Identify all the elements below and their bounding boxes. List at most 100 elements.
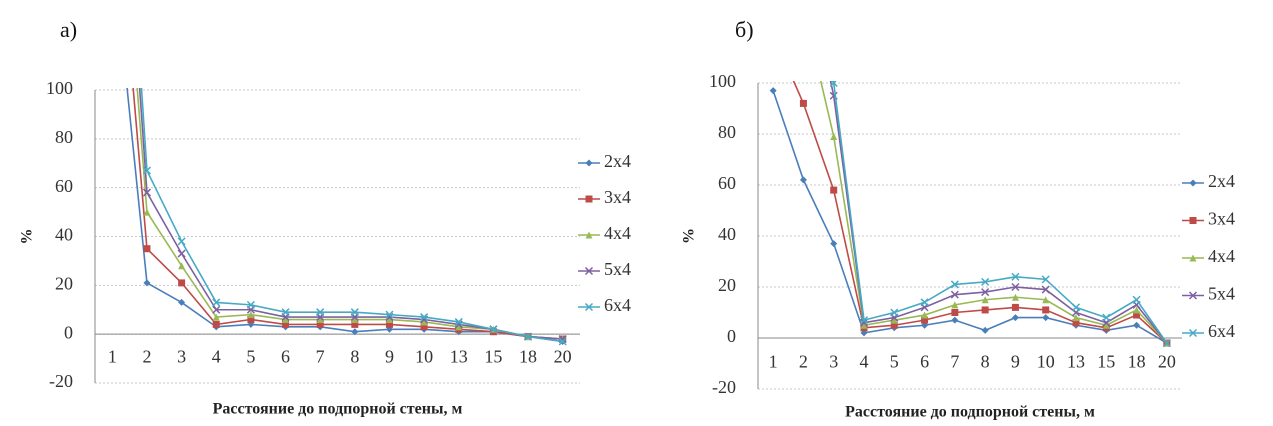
x-tick-label: 2 bbox=[142, 347, 151, 367]
y-tick-label: 0 bbox=[727, 326, 736, 346]
x-tick-label: 15 bbox=[1097, 352, 1115, 372]
marker bbox=[981, 296, 989, 304]
marker bbox=[1011, 282, 1020, 292]
marker bbox=[1189, 179, 1197, 187]
legend-label: 4x4 bbox=[1208, 246, 1235, 266]
x-tick-label: 5 bbox=[246, 347, 255, 367]
y-tick-label: 0 bbox=[64, 322, 73, 342]
marker bbox=[246, 300, 255, 309]
marker bbox=[351, 316, 359, 324]
marker bbox=[454, 317, 463, 326]
marker bbox=[282, 316, 290, 324]
marker bbox=[829, 81, 838, 88]
plot-area bbox=[769, 81, 1171, 348]
marker bbox=[1133, 306, 1141, 314]
marker bbox=[142, 188, 151, 197]
x-tick-label: 3 bbox=[177, 347, 186, 367]
marker bbox=[584, 266, 594, 276]
marker bbox=[177, 237, 186, 246]
marker bbox=[1102, 321, 1110, 329]
series-line bbox=[832, 81, 1168, 344]
marker bbox=[178, 298, 186, 306]
y-axis-title: % bbox=[19, 229, 36, 245]
panel-label: б) bbox=[735, 17, 754, 42]
legend-label: 6x4 bbox=[604, 295, 631, 315]
marker bbox=[143, 208, 151, 216]
marker bbox=[420, 313, 429, 322]
marker bbox=[1011, 293, 1019, 301]
y-tick-label: -20 bbox=[712, 377, 736, 397]
panel-label: а) bbox=[60, 17, 77, 42]
marker bbox=[981, 326, 989, 334]
marker bbox=[890, 316, 898, 324]
x-axis-title: Расстояние до подпорной стены, м bbox=[845, 404, 1095, 421]
x-tick-label: 9 bbox=[1011, 352, 1020, 372]
marker bbox=[981, 306, 989, 314]
marker bbox=[316, 316, 324, 324]
x-tick-label: 4 bbox=[212, 347, 221, 367]
marker bbox=[143, 279, 151, 287]
marker bbox=[350, 308, 359, 317]
marker bbox=[1132, 295, 1141, 304]
marker bbox=[1189, 217, 1197, 224]
y-tick-label: 80 bbox=[55, 127, 73, 147]
marker bbox=[799, 99, 807, 107]
x-tick-label: 15 bbox=[484, 347, 502, 367]
y-tick-label: 80 bbox=[718, 122, 736, 142]
marker bbox=[1042, 296, 1050, 304]
marker bbox=[1133, 311, 1141, 319]
marker bbox=[1071, 303, 1081, 312]
x-tick-label: 20 bbox=[554, 347, 572, 367]
x-tick-label: 8 bbox=[981, 352, 990, 372]
marker bbox=[981, 288, 990, 297]
x-tick-label: 8 bbox=[350, 347, 359, 367]
y-tick-label: -20 bbox=[49, 371, 73, 391]
marker bbox=[281, 308, 290, 317]
marker bbox=[859, 316, 869, 325]
marker bbox=[921, 311, 929, 319]
y-tick-label: 20 bbox=[55, 273, 73, 293]
marker bbox=[950, 290, 959, 299]
marker bbox=[860, 321, 868, 329]
marker bbox=[1042, 306, 1050, 314]
x-tick-label: 2 bbox=[799, 352, 808, 372]
series-line bbox=[136, 88, 563, 340]
marker bbox=[1042, 314, 1050, 322]
marker bbox=[1011, 303, 1019, 311]
marker bbox=[950, 280, 959, 289]
marker bbox=[489, 325, 498, 334]
marker bbox=[212, 298, 221, 307]
marker bbox=[1188, 328, 1198, 338]
marker bbox=[385, 320, 393, 328]
y-axis-title: % bbox=[681, 228, 698, 244]
series-line bbox=[132, 88, 563, 340]
marker bbox=[212, 320, 220, 328]
marker bbox=[951, 309, 959, 316]
y-tick-label: 100 bbox=[709, 71, 736, 91]
marker bbox=[890, 321, 898, 329]
marker bbox=[799, 176, 807, 184]
marker bbox=[1133, 321, 1141, 329]
marker bbox=[282, 320, 290, 328]
marker bbox=[921, 316, 929, 324]
marker bbox=[316, 320, 324, 328]
marker bbox=[524, 332, 533, 341]
series-line bbox=[126, 88, 563, 343]
x-tick-label: 7 bbox=[950, 352, 959, 372]
marker bbox=[1102, 313, 1111, 322]
legend-label: 3x4 bbox=[1208, 209, 1235, 229]
marker bbox=[558, 337, 567, 346]
marker bbox=[830, 240, 838, 248]
y-tick-label: 100 bbox=[46, 78, 73, 98]
series-line bbox=[772, 90, 1168, 344]
x-tick-label: 9 bbox=[385, 347, 394, 367]
x-tick-label: 6 bbox=[281, 347, 290, 367]
marker bbox=[951, 301, 959, 309]
x-tick-label: 6 bbox=[920, 352, 929, 372]
x-tick-label: 20 bbox=[1158, 352, 1176, 372]
legend-label: 6x4 bbox=[1208, 321, 1235, 341]
marker bbox=[1011, 272, 1020, 281]
y-tick-label: 40 bbox=[55, 225, 73, 245]
marker bbox=[385, 316, 393, 324]
x-tick-label: 5 bbox=[890, 352, 899, 372]
